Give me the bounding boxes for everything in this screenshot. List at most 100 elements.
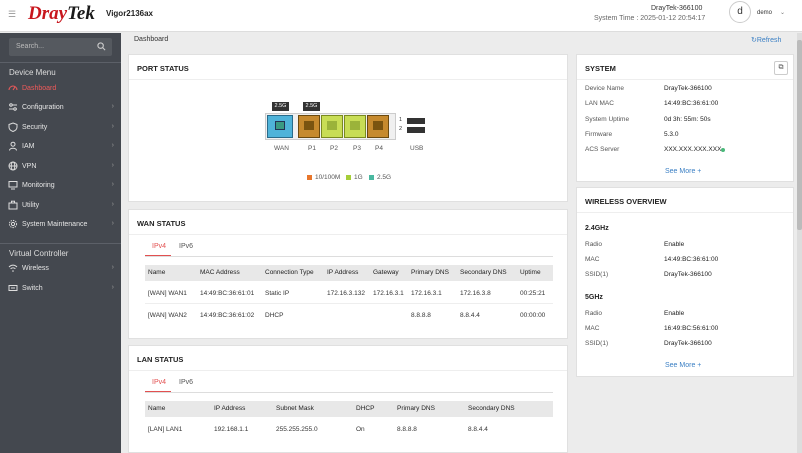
port-label: P3 (353, 145, 361, 152)
divider (0, 62, 121, 63)
sidebar-item-label: Wireless (22, 265, 49, 272)
chevron-right-icon: › (111, 220, 114, 227)
sidebar-item-system-maintenance[interactable]: System Maintenance › (0, 216, 121, 234)
wireless-label: Radio (585, 241, 602, 248)
see-more-link[interactable]: See More + (665, 168, 702, 175)
legend-label: 2.5G (377, 174, 392, 181)
divider (129, 370, 567, 371)
legend-label: 10/100M (315, 174, 341, 181)
port-wan[interactable] (267, 115, 293, 138)
sidebar-item-label: Switch (22, 285, 43, 292)
column-header: DHCP (356, 405, 375, 412)
scrollbar-thumb[interactable] (797, 40, 802, 230)
sidebar-item-iam[interactable]: IAM › (0, 138, 121, 156)
table-header: Name MAC Address Connection Type IP Addr… (145, 265, 553, 281)
refresh-label: Refresh (756, 37, 782, 44)
sidebar-item-dashboard[interactable]: Dashboard (0, 80, 121, 98)
table-cell: 14:49:BC:36:61:02 (200, 312, 255, 319)
chevron-right-icon: › (111, 142, 114, 149)
table-cell: [WAN] WAN1 (148, 290, 187, 297)
tab-ipv6[interactable]: IPv6 (179, 243, 194, 250)
port-p1[interactable] (298, 115, 320, 138)
speed-badge: 2.5G (272, 102, 289, 111)
header-device-name: DrayTek-366100 (651, 5, 703, 12)
tab-ipv4[interactable]: IPv4 (152, 379, 167, 386)
system-time: System Time : 2025-01-12 20:54:17 (594, 15, 706, 22)
user-icon (9, 141, 17, 151)
wireless-label: MAC (585, 325, 600, 332)
divider (577, 212, 793, 213)
section-device-menu: Device Menu (9, 68, 56, 77)
active-tab-indicator (145, 391, 171, 392)
port-label: P2 (330, 145, 338, 152)
sidebar-item-switch[interactable]: Switch › (0, 280, 121, 298)
divider (145, 392, 553, 393)
sidebar-item-configuration[interactable]: Configuration › (0, 99, 121, 117)
search-input[interactable]: Search... (9, 38, 112, 56)
see-more-link[interactable]: See More + (665, 362, 702, 369)
search-placeholder: Search... (16, 43, 45, 50)
column-header: Subnet Mask (276, 405, 314, 412)
wireless-card: WIRELESS OVERVIEW 2.4GHz Radio Enable MA… (576, 187, 794, 377)
chevron-down-icon[interactable]: ⌄ (780, 10, 786, 16)
wireless-label: SSID(1) (585, 340, 609, 347)
system-value: 5.3.0 (664, 131, 679, 138)
scrollbar-track[interactable] (797, 33, 802, 453)
sidebar-item-label: Monitoring (22, 182, 55, 189)
sidebar-item-label: Dashboard (22, 85, 57, 92)
system-label: LAN MAC (585, 100, 614, 107)
wan-status-card: WAN STATUS IPv4 IPv6 Name MAC Address Co… (128, 209, 568, 339)
column-header: MAC Address (200, 269, 240, 276)
legend-swatch (346, 175, 351, 180)
chevron-right-icon: › (111, 181, 114, 188)
column-header: Primary DNS (397, 405, 435, 412)
section-virtual-controller: Virtual Controller (9, 249, 69, 258)
card-title: SYSTEM (585, 64, 616, 73)
dashboard-icon (8, 85, 18, 91)
refresh-button[interactable]: ↻Refresh (751, 36, 781, 44)
port-p4[interactable] (367, 115, 389, 138)
sidebar-item-monitoring[interactable]: Monitoring › (0, 177, 121, 195)
user-name[interactable]: demo (757, 10, 773, 16)
wireless-value: 14:49:BC:36:61:00 (664, 256, 719, 263)
port-p2[interactable] (321, 115, 343, 138)
model-name: Vigor2136ax (106, 9, 153, 18)
divider (577, 79, 793, 80)
tab-ipv6[interactable]: IPv6 (179, 379, 194, 386)
brand-logo: DrayTek (28, 3, 95, 24)
chevron-right-icon: › (111, 162, 114, 169)
search-icon[interactable] (97, 42, 106, 51)
sidebar-item-label: Security (22, 124, 48, 131)
sidebar-item-wireless[interactable]: Wireless › (0, 260, 121, 278)
card-title: WIRELESS OVERVIEW (585, 197, 667, 206)
switch-icon (8, 285, 18, 291)
system-value: XXX.XXX.XXX.XXX (664, 146, 722, 153)
sidebar-item-vpn[interactable]: VPN › (0, 158, 121, 176)
legend-swatch (369, 175, 374, 180)
column-header: Secondary DNS (468, 405, 515, 412)
lan-status-card: LAN STATUS IPv4 IPv6 Name IP Address Sub… (128, 345, 568, 453)
breadcrumb: Dashboard (134, 36, 169, 43)
refresh-icon: ↻ (751, 37, 757, 44)
copy-icon[interactable]: ⧉ (774, 61, 788, 75)
wireless-value: 16:49:BC:56:61:00 (664, 325, 719, 332)
wireless-label: SSID(1) (585, 271, 609, 278)
column-header: Gateway (373, 269, 399, 276)
sidebar-item-utility[interactable]: Utility › (0, 197, 121, 215)
column-header: Connection Type (265, 269, 314, 276)
legend-swatch (307, 175, 312, 180)
avatar[interactable]: d (729, 1, 751, 23)
status-dot (721, 148, 725, 152)
column-header: Secondary DNS (460, 269, 507, 276)
wifi-icon (8, 264, 18, 272)
sidebar-item-label: Utility (22, 202, 40, 209)
system-value: 0d 3h: 55m: 50s (664, 116, 711, 123)
tab-ipv4[interactable]: IPv4 (152, 243, 167, 250)
menu-icon[interactable]: ☰ (8, 9, 17, 19)
column-header: Name (148, 405, 166, 412)
sidebar-item-label: IAM (22, 143, 35, 150)
sidebar-item-security[interactable]: Security › (0, 119, 121, 137)
table-cell: 172.16.3.8 (460, 290, 491, 297)
port-p3[interactable] (344, 115, 366, 138)
table-cell: 8.8.4.4 (460, 312, 480, 319)
